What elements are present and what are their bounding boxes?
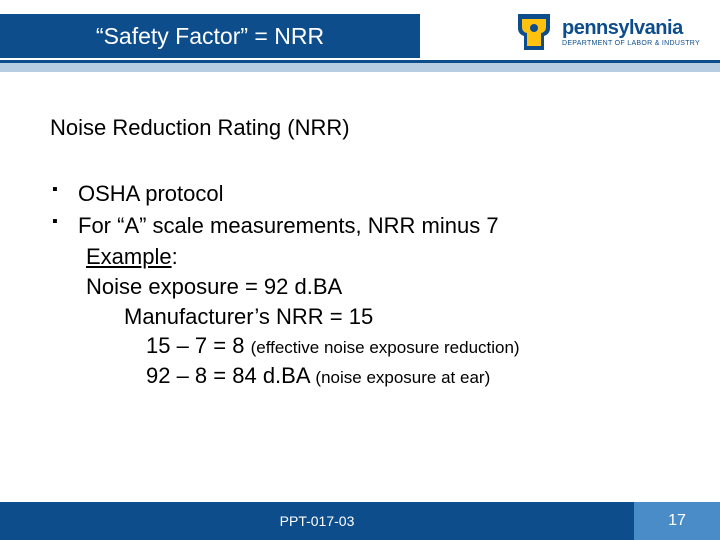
header: “Safety Factor” = NRR pennsylvania DEPAR… <box>0 0 720 70</box>
bullet-list: OSHA protocol For “A” scale measurements… <box>50 179 680 240</box>
example-calc: 15 – 7 = 8 (effective noise exposure red… <box>146 331 680 361</box>
bullet-item: OSHA protocol <box>50 179 680 209</box>
logo-sub: DEPARTMENT OF LABOR & INDUSTRY <box>562 40 700 47</box>
example-calc: 92 – 8 = 84 d.BA (noise exposure at ear) <box>146 361 680 391</box>
logo-area: pennsylvania DEPARTMENT OF LABOR & INDUS… <box>514 8 700 56</box>
example-line: Manufacturer’s NRR = 15 <box>124 302 680 332</box>
example-label: Example: <box>86 242 680 272</box>
subtitle: Noise Reduction Rating (NRR) <box>50 115 680 141</box>
content-area: Noise Reduction Rating (NRR) OSHA protoc… <box>50 115 680 391</box>
footer: PPT-017-03 17 <box>0 502 720 540</box>
logo-text: pennsylvania DEPARTMENT OF LABOR & INDUS… <box>562 18 700 47</box>
header-band <box>0 60 720 72</box>
page-number: 17 <box>634 502 720 540</box>
logo-main: pennsylvania <box>562 18 700 38</box>
slide-title: “Safety Factor” = NRR <box>96 23 324 50</box>
example-line: Noise exposure = 92 d.BA <box>86 272 680 302</box>
keystone-icon <box>514 8 554 56</box>
title-bar: “Safety Factor” = NRR <box>0 14 420 58</box>
bullet-item: For “A” scale measurements, NRR minus 7 <box>50 211 680 241</box>
footer-code: PPT-017-03 <box>0 502 634 540</box>
